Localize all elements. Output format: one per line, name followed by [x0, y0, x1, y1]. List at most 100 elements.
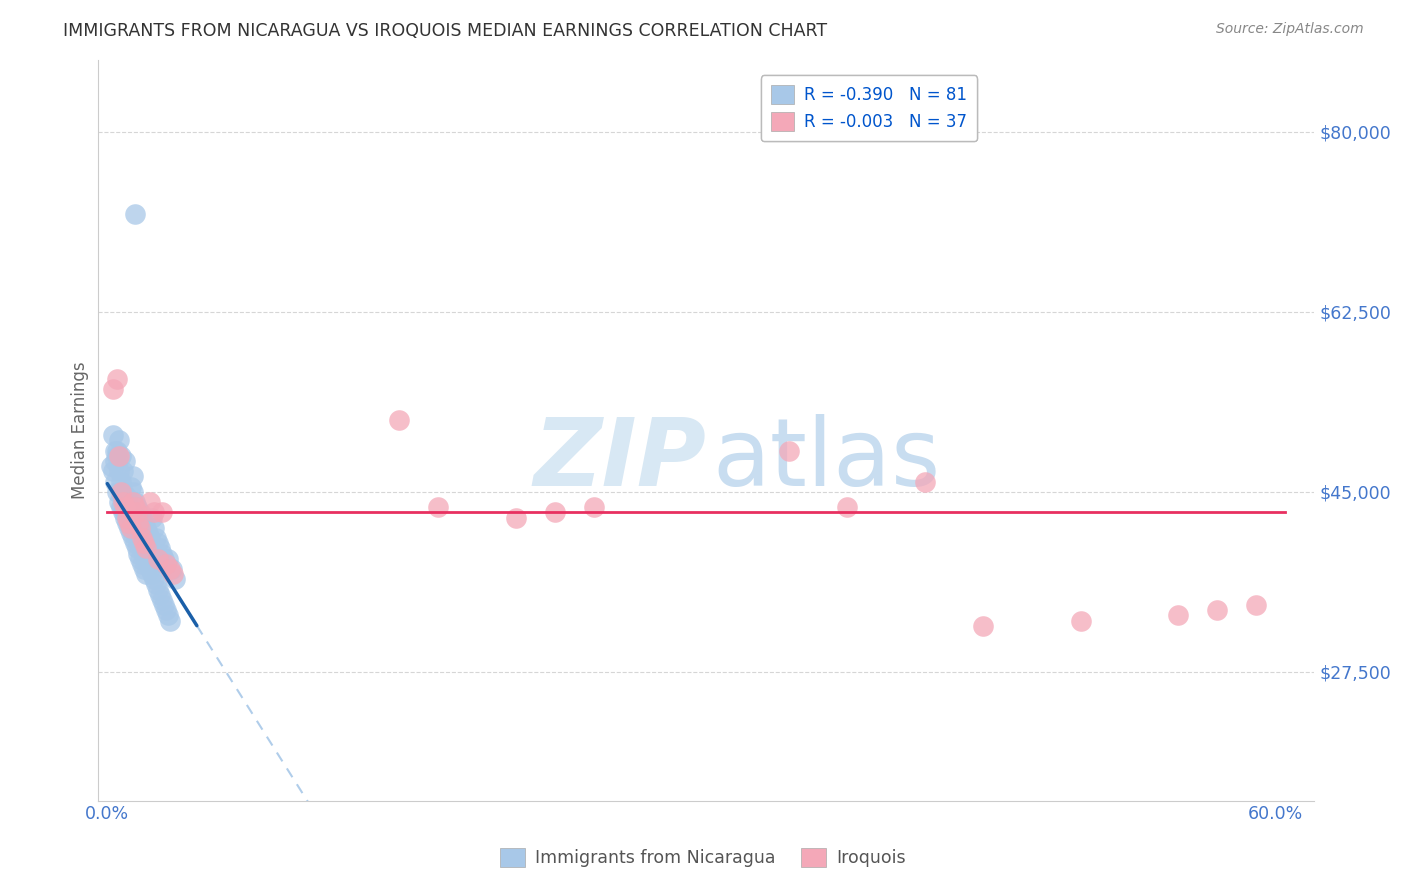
Point [139, 495, 162, 509]
Point [121, 484, 143, 499]
Point [544, 505, 567, 519]
Point [150, 547, 173, 561]
Point [1070, 614, 1092, 628]
Point [115, 500, 138, 515]
Point [427, 500, 450, 515]
Point [125, 500, 148, 515]
Point [135, 551, 157, 566]
Point [127, 547, 149, 561]
Point [124, 500, 146, 515]
Point [110, 500, 132, 515]
Point [124, 536, 146, 550]
Point [134, 562, 156, 576]
Point [108, 495, 131, 509]
Point [131, 531, 153, 545]
Point [141, 510, 163, 524]
Point [134, 516, 156, 530]
Point [141, 567, 163, 582]
Point [105, 484, 128, 499]
Point [121, 495, 143, 509]
Point [121, 531, 143, 545]
Legend: Immigrants from Nicaragua, Iroquois: Immigrants from Nicaragua, Iroquois [494, 841, 912, 874]
Point [125, 505, 148, 519]
Point [115, 490, 138, 504]
Point [1167, 608, 1189, 623]
Point [1206, 603, 1229, 617]
Point [131, 510, 153, 524]
Point [104, 443, 127, 458]
Point [125, 541, 148, 556]
Point [105, 443, 128, 458]
Point [118, 521, 141, 535]
Point [101, 464, 124, 478]
Point [111, 495, 134, 509]
Point [124, 521, 146, 535]
Point [145, 531, 167, 545]
Point [145, 577, 167, 591]
Point [149, 541, 172, 556]
Point [120, 510, 142, 524]
Point [134, 536, 156, 550]
Point [124, 495, 146, 509]
Point [114, 454, 136, 468]
Point [143, 505, 166, 519]
Point [139, 531, 162, 545]
Point [135, 521, 157, 535]
Point [155, 557, 177, 571]
Point [134, 547, 156, 561]
Point [111, 464, 134, 478]
Point [146, 536, 169, 550]
Point [115, 510, 138, 524]
Point [162, 567, 184, 582]
Point [121, 469, 143, 483]
Point [120, 480, 142, 494]
Point [108, 449, 131, 463]
Point [101, 382, 124, 396]
Text: atlas: atlas [711, 414, 941, 506]
Point [159, 614, 181, 628]
Point [135, 567, 157, 582]
Point [127, 510, 149, 524]
Point [914, 475, 936, 489]
Point [136, 526, 159, 541]
Point [155, 557, 177, 571]
Point [108, 434, 131, 448]
Point [118, 505, 141, 519]
Point [127, 516, 149, 530]
Point [125, 526, 148, 541]
Point [146, 551, 169, 566]
Point [139, 562, 162, 576]
Point [100, 459, 122, 474]
Text: Source: ZipAtlas.com: Source: ZipAtlas.com [1216, 22, 1364, 37]
Point [101, 428, 124, 442]
Point [105, 371, 128, 385]
Point [146, 582, 169, 597]
Point [159, 562, 181, 576]
Point [972, 618, 994, 632]
Point [143, 572, 166, 586]
Point [155, 603, 177, 617]
Point [165, 572, 187, 586]
Point [388, 413, 411, 427]
Point [108, 464, 131, 478]
Point [129, 551, 152, 566]
Point [129, 536, 152, 550]
Point [110, 449, 132, 463]
Point [127, 531, 149, 545]
Point [150, 505, 173, 519]
Text: IMMIGRANTS FROM NICARAGUA VS IROQUOIS MEDIAN EARNINGS CORRELATION CHART: IMMIGRANTS FROM NICARAGUA VS IROQUOIS ME… [63, 22, 827, 40]
Point [129, 505, 152, 519]
Point [136, 557, 159, 571]
Point [121, 516, 143, 530]
Point [111, 505, 134, 519]
Point [120, 526, 142, 541]
Point [124, 207, 146, 221]
Y-axis label: Median Earnings: Median Earnings [72, 361, 89, 499]
Point [582, 500, 605, 515]
Point [104, 475, 127, 489]
Point [104, 454, 127, 468]
Point [110, 484, 132, 499]
Point [160, 562, 183, 576]
Point [156, 608, 179, 623]
Point [778, 443, 800, 458]
